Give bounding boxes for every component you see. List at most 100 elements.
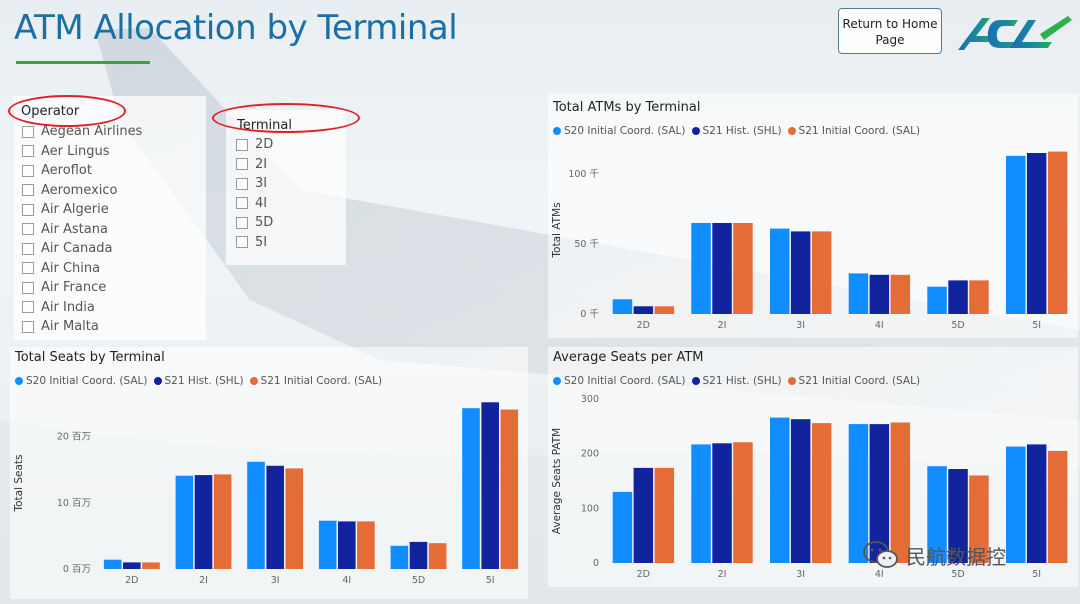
bar-5D-series-2	[948, 469, 968, 563]
bar-5I-series-3	[1047, 151, 1068, 314]
x-tick-label: 4I	[875, 320, 884, 331]
bar-2D-series-1	[612, 491, 633, 563]
legend-item[interactable]: S21 Hist. (SHL)	[691, 375, 782, 387]
checkbox[interactable]	[22, 223, 34, 235]
y-tick-label: 10 百万	[57, 498, 91, 509]
legend-label: S21 Initial Coord. (SAL)	[798, 125, 921, 137]
bar-2D-series-3	[654, 467, 675, 563]
bar-5I-series-2	[481, 402, 499, 569]
operator-option[interactable]: Air India	[22, 298, 95, 317]
bar-3I-series-3	[285, 468, 304, 569]
bar-2I-series-2	[712, 443, 732, 563]
bar-2I-series-3	[213, 474, 232, 569]
terminal-annotation-ellipse	[212, 103, 360, 133]
bar-5I-series-3	[1047, 450, 1068, 563]
y-tick-label: 50 千	[574, 239, 599, 250]
legend-dot	[153, 377, 162, 385]
x-tick-label: 4I	[875, 569, 884, 580]
return-home-button[interactable]: Return to Home Page	[838, 8, 942, 54]
operator-option[interactable]: Air Algerie	[22, 200, 109, 219]
bar-3I-series-3	[811, 423, 832, 563]
y-tick-label: 300	[581, 394, 599, 405]
bar-5I-series-1	[1006, 446, 1026, 563]
x-tick-label: 2I	[718, 320, 727, 331]
legend-dot	[787, 127, 796, 135]
checkbox[interactable]	[236, 216, 248, 229]
bar-3I-series-2	[790, 419, 811, 563]
checkbox[interactable]	[22, 145, 34, 157]
operator-option[interactable]: Air Astana	[22, 220, 108, 239]
terminal-option[interactable]: 2D	[236, 135, 273, 154]
bar-2I-series-3	[733, 442, 753, 563]
operator-option-label: Air Malta	[41, 319, 99, 334]
legend-item[interactable]: S20 Initial Coord. (SAL)	[553, 125, 686, 137]
terminal-option[interactable]: 5I	[236, 233, 267, 252]
checkbox[interactable]	[22, 262, 34, 274]
checkbox[interactable]	[22, 125, 34, 138]
operator-option-label: Air Algerie	[41, 202, 109, 217]
checkbox[interactable]	[22, 242, 34, 255]
bar-2D-series-2	[633, 306, 654, 314]
legend-item[interactable]: S21 Initial Coord. (SAL)	[787, 375, 920, 387]
x-tick-label: 2D	[125, 575, 138, 586]
operator-option-label: Air Canada	[41, 241, 113, 256]
operator-option[interactable]: Air China	[22, 259, 100, 278]
legend-item[interactable]: S20 Initial Coord. (SAL)	[553, 375, 686, 387]
chart-plot-area: 2D 2I 3I 4I 5D 5I 0 千 50 千 100 千 Total ATMs	[551, 151, 1068, 331]
y-tick-label: 100	[581, 503, 599, 514]
operator-option[interactable]: Aeroflot	[22, 161, 92, 180]
operator-annotation-ellipse	[8, 95, 126, 127]
x-tick-label: 3I	[796, 569, 805, 580]
checkbox[interactable]	[236, 236, 248, 248]
checkbox[interactable]	[22, 301, 34, 313]
legend-label: S21 Hist. (SHL)	[702, 375, 782, 387]
operator-option[interactable]: Air France	[22, 278, 106, 297]
return-home-label-line1: Return to Home	[842, 17, 938, 31]
acl-logo	[958, 16, 1072, 50]
checkbox[interactable]	[236, 158, 248, 170]
terminal-option[interactable]: 3I	[236, 174, 267, 193]
operator-option[interactable]: Air Malta	[22, 317, 99, 336]
checkbox[interactable]	[236, 197, 248, 209]
legend-item[interactable]: S21 Hist. (SHL)	[153, 375, 244, 387]
operator-option-label: Air China	[41, 260, 101, 276]
terminal-option[interactable]: 4I	[236, 194, 267, 213]
bar-5D-series-3	[428, 543, 447, 569]
legend-item[interactable]: S21 Hist. (SHL)	[691, 125, 782, 137]
legend-item[interactable]: S21 Initial Coord. (SAL)	[249, 375, 382, 387]
legend-item[interactable]: S21 Initial Coord. (SAL)	[787, 125, 921, 137]
bar-2D-series-1	[612, 299, 633, 314]
checkbox[interactable]	[236, 177, 248, 190]
bar-2D-series-3	[654, 306, 675, 314]
terminal-option[interactable]: 2I	[236, 155, 267, 174]
x-tick-label: 2I	[199, 575, 208, 586]
chart-plot-area: 2D 2I 3I 4I 5D 5I 0 100 200 300 Average Seats PATM	[551, 394, 1068, 580]
y-axis-title: Total ATMs	[551, 202, 563, 258]
checkbox[interactable]	[22, 203, 34, 216]
checkbox[interactable]	[22, 320, 34, 333]
bar-4I-series-1	[848, 273, 869, 314]
operator-option[interactable]: Aeromexico	[22, 181, 118, 200]
operator-option[interactable]: Aer Lingus	[22, 142, 110, 161]
chart-title: Average Seats per ATM	[553, 350, 704, 365]
chart-title: Total Seats by Terminal	[15, 350, 165, 365]
checkbox[interactable]	[236, 138, 248, 151]
terminal-option[interactable]: 5D	[236, 213, 273, 232]
bar-3I-series-1	[247, 461, 265, 569]
bar-5I-series-1	[462, 408, 480, 569]
legend-item[interactable]: S20 Initial Coord. (SAL)	[15, 375, 148, 387]
checkbox[interactable]	[22, 164, 34, 177]
operator-option-label: Aegean Airlines	[41, 124, 143, 139]
operator-option[interactable]: Air Canada	[22, 239, 112, 258]
checkbox[interactable]	[22, 281, 34, 294]
bar-4I-series-1	[318, 520, 337, 569]
legend-dot	[787, 377, 796, 385]
operator-option-label: Air Astana	[41, 221, 108, 237]
x-tick-label: 5D	[951, 569, 964, 580]
bar-4I-series-2	[869, 424, 890, 563]
chart-title: Total ATMs by Terminal	[553, 100, 701, 115]
legend-dot	[691, 377, 700, 385]
x-tick-label: 3I	[271, 575, 280, 586]
operator-option[interactable]: Aegean Airlines	[22, 122, 142, 141]
checkbox[interactable]	[22, 184, 34, 196]
